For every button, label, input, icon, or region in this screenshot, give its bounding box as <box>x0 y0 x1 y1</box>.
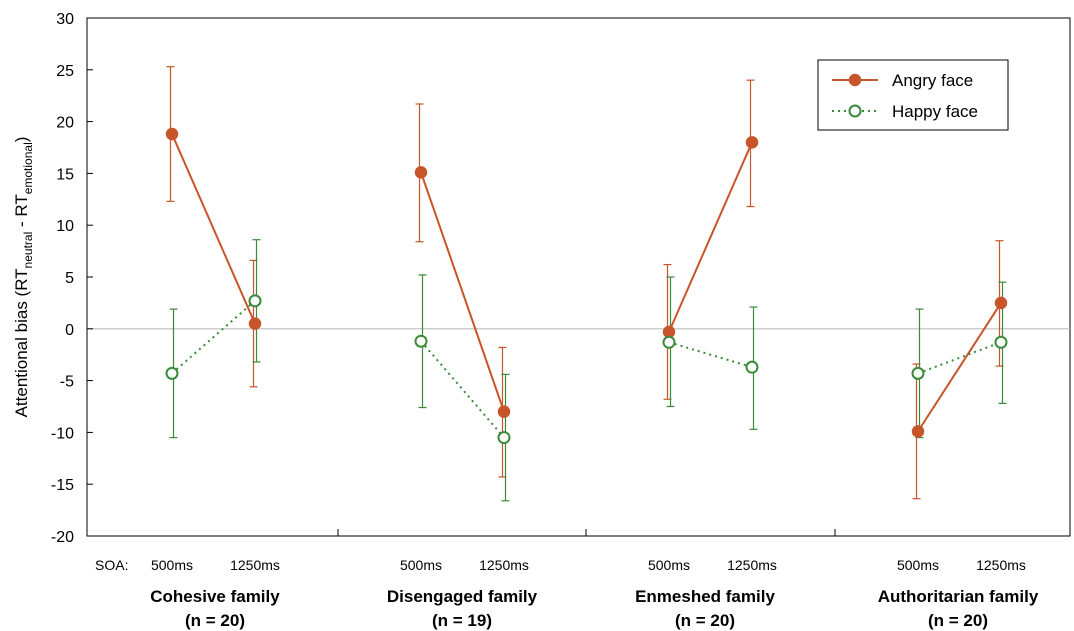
legend-happy-label: Happy face <box>892 102 978 121</box>
data-markers <box>165 127 1008 445</box>
group-name-label: Cohesive family <box>150 587 280 606</box>
x-axis-labels: 500ms 1250ms Cohesive family (n = 20) 500ms 1… <box>150 557 1039 630</box>
soa-condition-label: 500ms <box>648 557 690 573</box>
soa-condition-label: 1250ms <box>976 557 1026 573</box>
soa-condition-label: 1250ms <box>479 557 529 573</box>
group-n-label: (n = 20) <box>675 611 735 630</box>
data-point <box>165 127 179 141</box>
series-line-segment <box>917 341 1002 375</box>
series-lines <box>171 133 1002 439</box>
y-tick-label: -20 <box>51 529 74 546</box>
y-tick-label: 30 <box>56 11 74 28</box>
y-tick-label: -10 <box>51 425 74 442</box>
group-n-label: (n = 20) <box>928 611 988 630</box>
y-axis-ticks: -20 -15 -10 -5 0 5 10 15 20 25 30 <box>51 11 93 546</box>
soa-condition-label: 1250ms <box>727 557 777 573</box>
soa-label: SOA: <box>95 557 128 573</box>
series-line-segment <box>420 172 505 413</box>
series-line-segment <box>668 341 753 369</box>
data-point <box>497 405 511 418</box>
legend-angry-marker <box>848 73 862 87</box>
group-name-label: Enmeshed family <box>635 587 775 606</box>
y-tick-label: 0 <box>65 322 74 339</box>
group-n-label: (n = 19) <box>432 611 492 630</box>
y-tick-label: -15 <box>51 477 74 494</box>
y-tick-label: 25 <box>56 63 74 80</box>
data-point <box>911 366 925 380</box>
legend: Angry face Happy face <box>817 59 1009 131</box>
series-line-segment <box>171 300 256 375</box>
soa-condition-label: 1250ms <box>230 557 280 573</box>
series-line-segment <box>668 141 753 333</box>
group-name-label: Disengaged family <box>387 587 538 606</box>
data-point <box>248 294 262 308</box>
legend-box <box>817 59 1009 131</box>
data-point <box>414 166 428 179</box>
y-tick-label: 15 <box>56 166 74 183</box>
y-tick-label: 5 <box>65 270 74 287</box>
series-line-segment <box>917 302 1002 432</box>
y-tick-label: 10 <box>56 218 74 235</box>
y-tick-label: 20 <box>56 115 74 132</box>
soa-condition-label: 500ms <box>151 557 193 573</box>
group-name-label: Authoritarian family <box>878 587 1039 606</box>
legend-angry-label: Angry face <box>892 71 973 90</box>
data-point <box>911 425 925 438</box>
legend-happy-marker <box>848 104 862 118</box>
data-point <box>662 335 676 349</box>
group-n-label: (n = 20) <box>185 611 245 630</box>
data-point <box>662 325 676 339</box>
data-point <box>745 136 759 149</box>
soa-condition-label: 500ms <box>897 557 939 573</box>
soa-condition-label: 500ms <box>400 557 442 573</box>
data-point <box>745 360 759 374</box>
data-point <box>165 366 179 380</box>
data-point <box>497 431 511 445</box>
y-axis-label: Attentional bias (RTneutral - RTemotiona… <box>12 137 35 418</box>
error-bars <box>166 66 1007 502</box>
data-point <box>994 335 1008 349</box>
group-dividers <box>337 529 836 536</box>
y-tick-label: -5 <box>60 374 74 391</box>
data-point <box>248 317 262 330</box>
data-point <box>994 296 1008 310</box>
series-line-segment <box>420 340 505 439</box>
series-line-segment <box>171 133 256 325</box>
data-point <box>414 334 428 348</box>
